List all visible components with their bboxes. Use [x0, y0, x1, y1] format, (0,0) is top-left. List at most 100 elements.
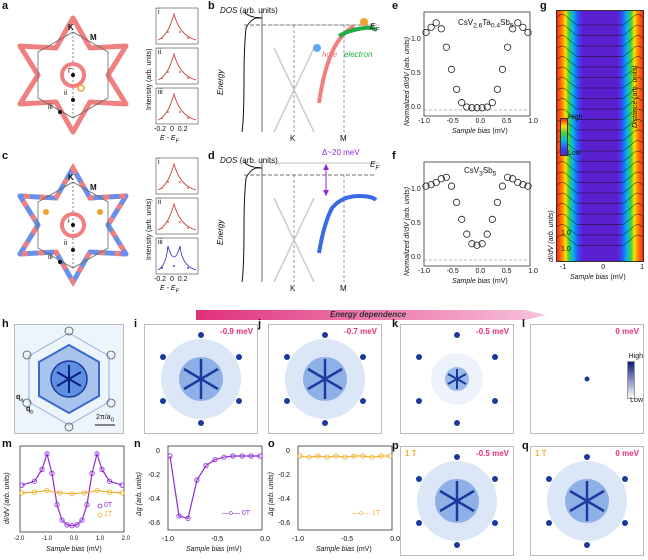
ytick-f-2: 0.5: [411, 220, 421, 227]
g-distance-label: Distance (arb. units): [632, 65, 639, 128]
data-point-e: [442, 43, 451, 51]
qpi-map-i: -0.9 meV: [144, 324, 258, 434]
data-point-m: [106, 489, 113, 495]
fermi-surface-a: [17, 15, 129, 135]
data-point-o: [369, 454, 375, 460]
data-point-e: [514, 19, 522, 27]
spectrum-plot-e: [422, 11, 532, 117]
panel-letter-j: j: [258, 318, 262, 330]
g-colorbar: [560, 118, 568, 156]
waterfall-trace: [557, 14, 643, 26]
data-point-f: [488, 215, 496, 223]
qpi-map-p: 1 T -0.5 meV: [400, 446, 514, 556]
data-point-e: [473, 104, 481, 112]
waterfall-trace: [557, 56, 643, 68]
edc-row-label-i-c: i: [158, 159, 160, 166]
h-qb-label: qb: [26, 406, 34, 416]
gap-label-d: Δ~20 meV: [322, 148, 360, 157]
map-bias-q: 0 meV: [615, 449, 639, 458]
data-point-e: [498, 65, 507, 73]
data-point-e: [427, 23, 435, 31]
data-point-m: [49, 470, 55, 476]
series-line-m: [21, 489, 123, 495]
edc-xlabel-c: E - EF: [160, 285, 180, 295]
edc-row-label-iii-c: iii: [158, 239, 163, 246]
data-point-m: [44, 451, 50, 457]
energy-dependence-arrow: [196, 310, 546, 320]
g-ytick-1: 1.0: [561, 230, 571, 237]
panel-letter-a: a: [2, 0, 9, 12]
data-point-m: [74, 522, 80, 528]
data-point-e: [463, 103, 471, 111]
data-point-m: [94, 451, 100, 457]
waterfall-trace: [557, 161, 643, 173]
panel-letter-c: c: [2, 150, 9, 162]
data-point-m: [79, 517, 85, 523]
qpi-map-h: [14, 324, 124, 434]
data-point-e: [452, 85, 461, 93]
panel-letter-p: p: [392, 440, 399, 452]
data-point-m: [119, 482, 125, 488]
waterfall-trace: [557, 108, 643, 120]
panel-letter-e: e: [392, 0, 399, 12]
panel-letter-d: d: [208, 150, 215, 162]
data-point-m: [56, 490, 63, 496]
edc-ylabel-a: Intensity (arb. units): [146, 48, 153, 110]
m-legend-1t: 1T: [104, 511, 113, 518]
fs-label-k-c: K: [68, 173, 74, 182]
data-point-n: [176, 513, 182, 519]
edc-row-label-i-a: i: [158, 9, 160, 16]
data-point-e: [478, 104, 486, 112]
map-field-p: 1 T: [405, 449, 417, 458]
data-point-f: [478, 240, 486, 248]
electron-label: electron: [344, 50, 373, 59]
data-point-e: [493, 85, 502, 93]
ytick-e-3: 0.0: [411, 104, 421, 111]
data-point-f: [463, 230, 471, 238]
qpi-map-q: 1 T 0 meV: [530, 446, 644, 556]
waterfall-trace: [557, 203, 643, 215]
data-point-e: [483, 103, 491, 111]
g-xticks: -1 0 1: [560, 264, 644, 271]
data-point-o: [297, 453, 303, 459]
panel-letter-h: h: [2, 318, 9, 330]
data-point-f: [437, 175, 445, 183]
energy-label-b: Energy: [216, 69, 225, 95]
data-point-n: [221, 454, 227, 460]
data-point-e: [432, 19, 440, 27]
o-legend: —o— 1T: [352, 510, 381, 517]
data-point-f: [524, 182, 532, 190]
spectrum-plot-o: [297, 445, 393, 531]
k-label-d: K: [290, 284, 296, 293]
data-point-f: [427, 181, 435, 189]
data-point-f: [458, 215, 466, 223]
g-ylabel: dI/dV (arb. units): [548, 210, 555, 262]
ytick-e-1: 1.0: [411, 36, 421, 43]
data-point-o: [387, 453, 393, 459]
data-point-m: [19, 482, 25, 488]
waterfall-trace: [557, 234, 643, 246]
data-point-f: [447, 182, 456, 190]
series-line-n: [169, 455, 260, 520]
m-legend-0t: 0T: [104, 502, 113, 509]
data-point-n: [194, 477, 200, 483]
waterfall-trace: [557, 119, 643, 131]
ytick-f-1: 1.0: [411, 186, 421, 193]
data-point-o: [351, 453, 357, 459]
data-point-f: [432, 178, 440, 187]
data-point-f: [442, 173, 451, 181]
panel-letter-g: g: [540, 0, 547, 12]
data-point-e: [422, 28, 430, 37]
band-plot-d: [241, 158, 379, 283]
n-ytick-1: -0.2: [148, 472, 161, 479]
hole-label: hole: [322, 50, 338, 59]
fs-label-gamma-a: Γ: [68, 68, 72, 75]
data-point-o: [333, 453, 339, 459]
data-point-m: [106, 478, 113, 484]
fs-label-m-a: M: [90, 33, 97, 42]
waterfall-trace: [557, 98, 643, 110]
fs-label-k-a: K: [68, 23, 74, 32]
o-ytick-2: -0.4: [278, 496, 291, 503]
qpi-map-k: -0.5 meV: [400, 324, 514, 434]
data-point-e: [447, 65, 456, 73]
